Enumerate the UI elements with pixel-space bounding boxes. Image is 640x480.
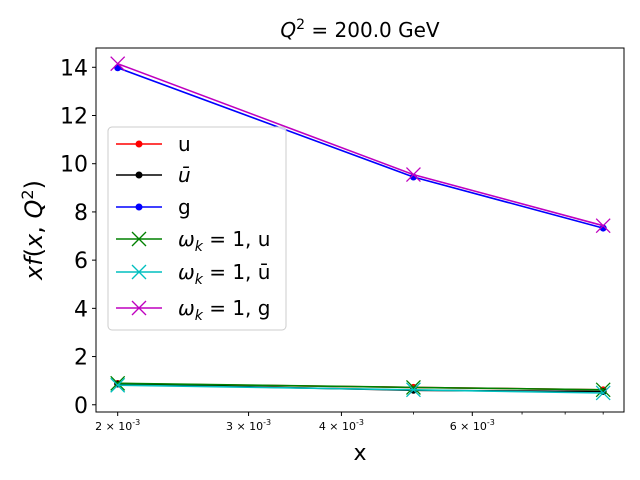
legend-label: u [178,132,191,156]
x-axis-label: x [353,441,366,466]
data-point-wk1-g [405,167,421,183]
y-axis-label: xf(x, Q2) [18,180,48,281]
legend-entry-u: u [116,132,191,156]
series-wk1-g [110,56,611,234]
legend-swatch-marker [135,140,143,148]
y-tick-label: 14 [60,56,88,81]
data-point-wk1-g [595,218,611,234]
x-tick-label: 3 × 10-3 [226,418,271,433]
legend-label: g [178,195,191,219]
legend-label: ū [178,163,191,187]
x-axis-ticks: 2 × 10-3 3 × 10-3 4 × 10-3 6 × 10-3 [95,412,604,433]
legend-swatch-marker [135,203,143,211]
chart-title: Q2 = 200.0 GeV [280,17,440,42]
series-line-ubar [117,383,604,393]
data-point-wk1-u [405,379,421,395]
legend-swatch-marker [131,264,147,280]
series-wk1-u [110,375,611,398]
y-tick-label: 10 [60,153,88,178]
series-g [114,64,607,232]
data-point-g [599,224,607,232]
legend-swatch-marker [131,300,147,316]
y-tick-label: 0 [74,394,88,419]
series-layer [110,56,611,401]
y-tick-label: 12 [60,104,88,129]
legend-swatch-marker [135,171,143,179]
legend-label: ωk = 1, ū [178,260,270,288]
legend-swatch-marker [131,231,147,247]
legend-entry-wk1-ubar: ωk = 1, ū [116,260,270,288]
legend-entry-wk1-u: ωk = 1, u [116,227,270,255]
legend-entry-ubar: ū [116,163,191,187]
series-ubar [114,380,607,396]
y-tick-label: 2 [74,346,88,371]
legend-entry-wk1-g: ωk = 1, g [116,296,270,324]
y-tick-label: 4 [74,297,88,322]
legend-box [107,126,287,331]
x-tick-label: 6 × 10-3 [450,418,495,433]
y-tick-label: 6 [74,249,88,274]
legend-label: ωk = 1, u [178,227,270,255]
y-tick-label: 8 [74,201,88,226]
legend-label: ωk = 1, g [178,296,270,324]
data-point-wk1-g [110,56,126,72]
data-point-wk1-u [595,382,611,398]
data-point-wk1-ubar [405,382,421,398]
data-point-wk1-ubar [110,377,126,393]
x-tick-label: 4 × 10-3 [319,418,364,433]
plot-area [95,47,625,413]
data-point-wk1-ubar [595,385,611,401]
series-wk1-ubar [110,377,611,401]
legend: uūg ωk = 1, u ωk = 1, ū ωk = 1, g [107,126,287,331]
legend-entry-g: g [116,195,191,219]
x-tick-label: 2 × 10-3 [95,418,140,433]
y-axis-ticks: 0 2 4 6 8 10 12 14 [60,56,96,419]
data-point-wk1-u [110,375,126,391]
